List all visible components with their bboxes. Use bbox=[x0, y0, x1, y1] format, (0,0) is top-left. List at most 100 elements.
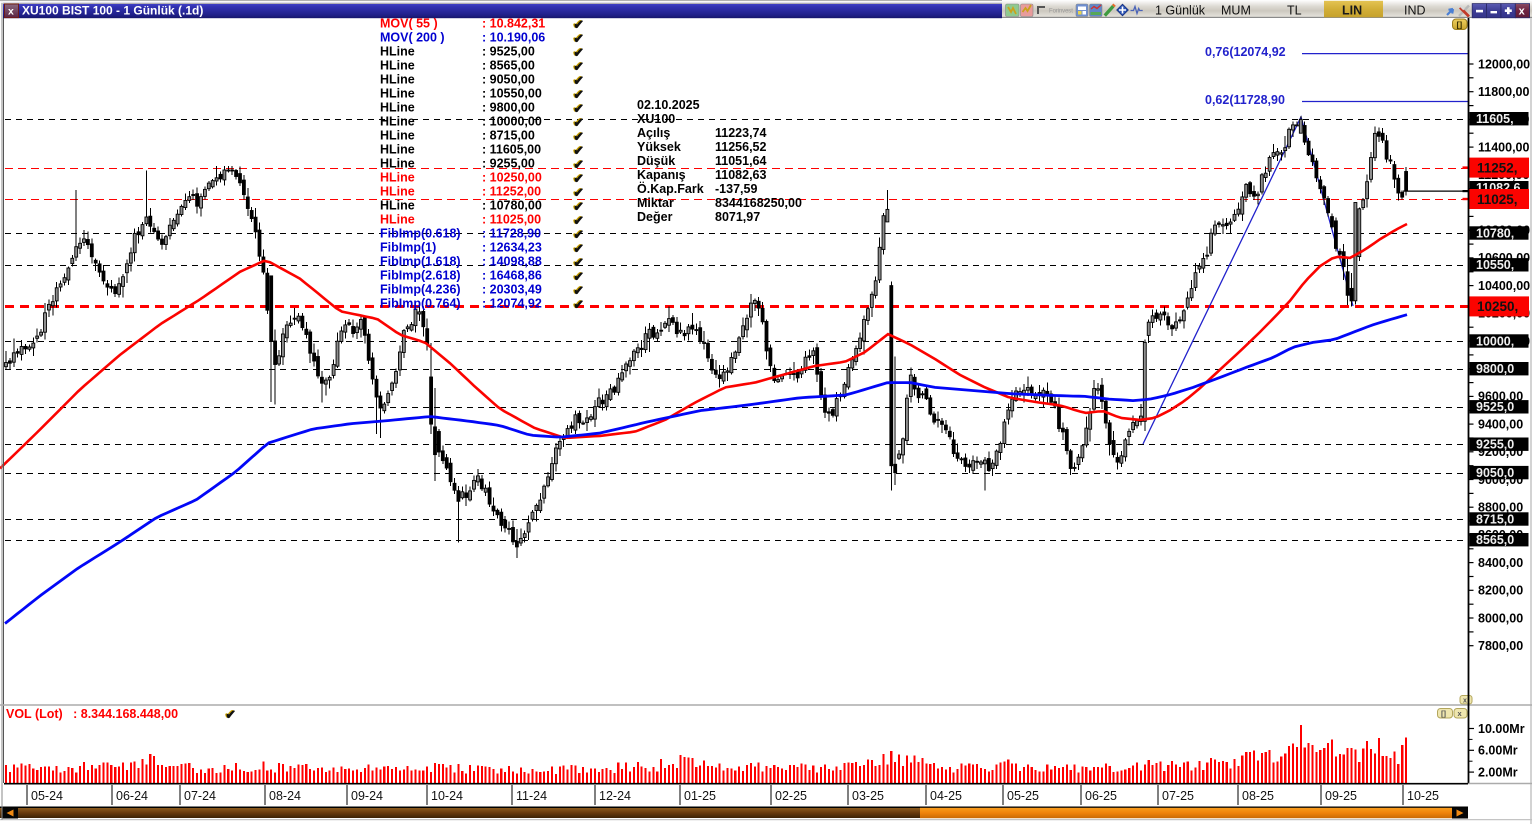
svg-text:: 10550,00: : 10550,00 bbox=[482, 87, 542, 101]
svg-text:✔: ✔ bbox=[573, 283, 584, 298]
svg-text:07-25: 07-25 bbox=[1162, 789, 1194, 803]
svg-text:HLine: HLine bbox=[380, 129, 415, 143]
svg-text:09-25: 09-25 bbox=[1325, 789, 1357, 803]
svg-text:11051,64: 11051,64 bbox=[715, 154, 766, 168]
svg-text:9255,0: 9255,0 bbox=[1476, 438, 1514, 452]
svg-text:HLine: HLine bbox=[380, 213, 415, 227]
svg-text:✔: ✔ bbox=[572, 59, 583, 74]
svg-text:✔: ✔ bbox=[572, 171, 583, 186]
svg-text:10550,: 10550, bbox=[1476, 258, 1514, 272]
svg-text:HLine: HLine bbox=[380, 143, 415, 157]
svg-text:FibImp(0.618): FibImp(0.618) bbox=[380, 227, 461, 241]
svg-text:FibImp(4.236): FibImp(4.236) bbox=[380, 283, 461, 297]
svg-text:8200,00: 8200,00 bbox=[1478, 584, 1523, 598]
svg-text:FibImp(1.618): FibImp(1.618) bbox=[380, 255, 461, 269]
svg-text:8800,00: 8800,00 bbox=[1478, 501, 1523, 515]
svg-text:FibImp(0.764): FibImp(0.764) bbox=[380, 297, 461, 311]
svg-text:[]: [] bbox=[1441, 709, 1446, 718]
svg-text:07-24: 07-24 bbox=[184, 789, 216, 803]
svg-text:✔: ✔ bbox=[573, 59, 584, 74]
svg-text:9800,0: 9800,0 bbox=[1476, 362, 1514, 376]
svg-text:Ö.Kap.Fark: Ö.Kap.Fark bbox=[637, 181, 704, 196]
svg-text:Kapanış: Kapanış bbox=[637, 168, 686, 182]
svg-text:✔: ✔ bbox=[572, 213, 583, 228]
svg-text:✔: ✔ bbox=[572, 101, 583, 116]
svg-text:0,62(11728,90: 0,62(11728,90 bbox=[1205, 93, 1285, 107]
svg-text:11223,74: 11223,74 bbox=[715, 126, 766, 140]
svg-text:10.00Mr: 10.00Mr bbox=[1478, 722, 1525, 736]
svg-text:IND: IND bbox=[1404, 4, 1426, 18]
svg-text:-137,59: -137,59 bbox=[715, 182, 757, 196]
svg-text:8071,97: 8071,97 bbox=[715, 210, 760, 224]
svg-text:x: x bbox=[8, 6, 14, 18]
svg-text:✔: ✔ bbox=[573, 73, 584, 88]
svg-text:✔: ✔ bbox=[573, 129, 584, 144]
svg-text:0,76(12074,92: 0,76(12074,92 bbox=[1205, 45, 1286, 59]
svg-text:MOV( 200 ): MOV( 200 ) bbox=[380, 31, 445, 45]
svg-text:Açılış: Açılış bbox=[637, 126, 670, 140]
svg-text:: 8715,00: : 8715,00 bbox=[482, 129, 535, 143]
svg-text:: 16468,86: : 16468,86 bbox=[482, 269, 542, 283]
svg-text:: 8565,00: : 8565,00 bbox=[482, 59, 535, 73]
svg-text:01-25: 01-25 bbox=[684, 789, 716, 803]
svg-text:✔: ✔ bbox=[572, 227, 583, 242]
svg-text:✔: ✔ bbox=[573, 269, 584, 284]
svg-text:HLine: HLine bbox=[380, 59, 415, 73]
svg-text:: 9255,00: : 9255,00 bbox=[482, 157, 535, 171]
svg-text:12000,00: 12000,00 bbox=[1478, 57, 1530, 71]
svg-text:11800,00: 11800,00 bbox=[1478, 85, 1529, 99]
svg-text:9050,0: 9050,0 bbox=[1476, 466, 1514, 480]
svg-text:HLine: HLine bbox=[380, 157, 415, 171]
svg-text:9400,00: 9400,00 bbox=[1478, 417, 1523, 431]
svg-text:✔: ✔ bbox=[572, 87, 583, 102]
svg-text:: 14098,88: : 14098,88 bbox=[482, 255, 542, 269]
svg-text:VOL (Lot) : 8.344.168.448,00: VOL (Lot) : 8.344.168.448,00 bbox=[6, 707, 178, 721]
svg-text:✔: ✔ bbox=[573, 101, 584, 116]
svg-text:✔: ✔ bbox=[573, 185, 584, 200]
svg-text:6.00Mr: 6.00Mr bbox=[1478, 744, 1518, 758]
svg-text:Forinvest: Forinvest bbox=[1049, 9, 1073, 15]
svg-text:✔: ✔ bbox=[572, 255, 583, 270]
svg-text:✔: ✔ bbox=[573, 17, 584, 32]
svg-text:✔: ✔ bbox=[573, 87, 584, 102]
svg-text:06-24: 06-24 bbox=[116, 789, 148, 803]
svg-text:HLine: HLine bbox=[380, 87, 415, 101]
svg-text:HLine: HLine bbox=[380, 171, 415, 185]
svg-text:12-24: 12-24 bbox=[599, 789, 631, 803]
svg-text:✔: ✔ bbox=[225, 707, 236, 722]
svg-text:8565,0: 8565,0 bbox=[1476, 533, 1514, 547]
svg-text:8344168250,00: 8344168250,00 bbox=[715, 196, 802, 210]
svg-text:: 12634,23: : 12634,23 bbox=[482, 241, 542, 255]
svg-text:HLine: HLine bbox=[380, 45, 415, 59]
svg-text:✔: ✔ bbox=[573, 115, 584, 130]
svg-text:HLine: HLine bbox=[380, 115, 415, 129]
svg-text:✔: ✔ bbox=[573, 31, 584, 46]
svg-text:: 12074,92: : 12074,92 bbox=[482, 297, 542, 311]
svg-text:08-25: 08-25 bbox=[1242, 789, 1274, 803]
svg-text:✔: ✔ bbox=[573, 45, 584, 60]
svg-text:05-25: 05-25 bbox=[1007, 789, 1039, 803]
svg-text:8000,00: 8000,00 bbox=[1478, 611, 1523, 625]
svg-text:TL: TL bbox=[1287, 4, 1302, 18]
svg-text:10-25: 10-25 bbox=[1407, 789, 1439, 803]
svg-text:11256,52: 11256,52 bbox=[715, 140, 766, 154]
svg-text:10000,: 10000, bbox=[1476, 334, 1514, 348]
svg-text:Değer: Değer bbox=[637, 210, 673, 224]
svg-text:11400,00: 11400,00 bbox=[1478, 140, 1529, 154]
svg-text:✔: ✔ bbox=[572, 45, 583, 60]
svg-text:✔: ✔ bbox=[573, 199, 584, 214]
svg-text:: 10.842,31: : 10.842,31 bbox=[482, 17, 545, 31]
svg-text:✔: ✔ bbox=[572, 31, 583, 46]
svg-text:MOV( 55 ): MOV( 55 ) bbox=[380, 17, 438, 31]
svg-text:1 Günlük: 1 Günlük bbox=[1155, 4, 1206, 18]
svg-text:✔: ✔ bbox=[572, 297, 583, 312]
svg-text:02.10.2025: 02.10.2025 bbox=[637, 98, 700, 112]
svg-text:Düşük: Düşük bbox=[637, 154, 675, 168]
svg-text:HLine: HLine bbox=[380, 101, 415, 115]
svg-text:: 11605,00: : 11605,00 bbox=[482, 143, 541, 157]
svg-text:10250,: 10250, bbox=[1477, 299, 1518, 314]
svg-text:10780,: 10780, bbox=[1476, 226, 1514, 240]
svg-text:x: x bbox=[1519, 5, 1526, 17]
svg-text:✔: ✔ bbox=[573, 297, 584, 312]
svg-text:XU100 BIST 100 - 1 Günlük (.1d: XU100 BIST 100 - 1 Günlük (.1d) bbox=[22, 3, 203, 17]
